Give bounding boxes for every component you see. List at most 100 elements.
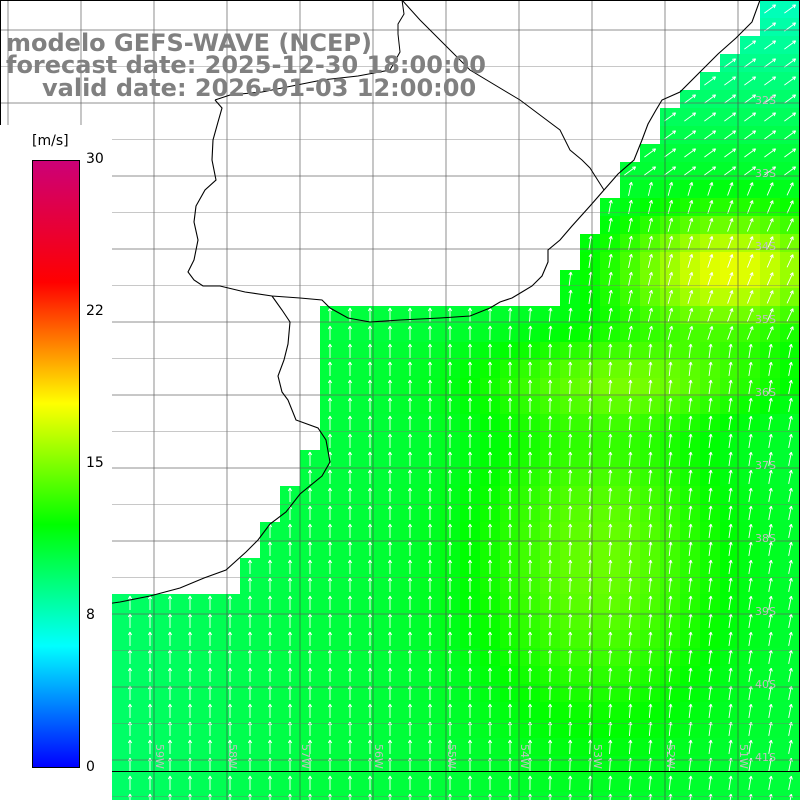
wind-arrow: [307, 613, 313, 628]
wind-arrow: [568, 667, 573, 683]
wind-arrow: [668, 559, 673, 575]
wind-arrow: [487, 577, 493, 592]
wind-arrow: [568, 505, 573, 521]
wind-arrow: [407, 757, 413, 772]
wind-arrow: [744, 94, 757, 104]
wind-arrow: [507, 541, 513, 556]
wind-arrow: [684, 94, 697, 104]
wind-arrow: [528, 307, 533, 323]
coastline: [187, 0, 761, 323]
wind-arrow: [588, 739, 593, 755]
wind-arrow: [708, 469, 713, 484]
wind-arrow: [527, 757, 533, 773]
longitude-label: 52W: [664, 744, 677, 769]
wind-arrow: [568, 343, 573, 359]
wind-arrow: [247, 631, 253, 646]
wind-arrow: [147, 703, 153, 718]
wind-arrow: [367, 343, 373, 358]
wind-arrow: [527, 577, 533, 593]
wind-arrow: [667, 325, 674, 340]
wind-arrow: [688, 685, 693, 701]
wind-arrow: [507, 361, 513, 376]
wind-arrow: [707, 254, 714, 268]
latitude-label: 33S: [755, 167, 776, 180]
wind-arrow: [207, 631, 213, 646]
wind-arrow: [668, 757, 673, 773]
wind-arrow: [708, 757, 713, 772]
wind-arrow: [527, 523, 533, 539]
wind-arrow: [487, 739, 493, 754]
wind-arrow: [628, 775, 633, 791]
wind-arrow: [768, 775, 773, 790]
wind-arrow: [588, 379, 593, 395]
wind-arrow: [307, 703, 313, 718]
wind-arrow: [707, 326, 714, 340]
wind-arrow: [307, 505, 313, 520]
latitude-label: 41S: [755, 751, 776, 764]
wind-arrow: [684, 112, 697, 122]
wind-arrow: [487, 469, 493, 484]
wind-arrow: [548, 541, 553, 557]
wind-arrow: [367, 541, 373, 556]
wind-arrow: [768, 739, 773, 754]
wind-arrow: [548, 775, 553, 791]
wind-arrow: [608, 433, 613, 449]
wind-arrow: [628, 739, 633, 755]
wind-arrow: [527, 487, 533, 503]
wind-arrow: [267, 631, 273, 646]
wind-arrow: [387, 739, 393, 754]
wind-arrow: [407, 487, 413, 502]
wind-arrow: [307, 541, 313, 556]
wind-arrow: [507, 631, 513, 646]
wind-arrow: [748, 739, 753, 754]
wind-arrow: [628, 217, 633, 232]
wind-arrow: [427, 541, 433, 556]
wind-arrow: [487, 667, 493, 682]
wind-arrow: [704, 112, 717, 122]
wind-arrow: [746, 236, 754, 250]
wind-arrow: [628, 397, 633, 413]
wind-arrow: [367, 523, 373, 538]
wind-arrow: [327, 379, 333, 394]
wind-arrow: [708, 451, 713, 466]
wind-arrow: [788, 685, 793, 700]
wind-arrow: [648, 775, 653, 791]
wind-arrow: [647, 307, 653, 322]
wind-arrow: [744, 40, 757, 50]
wind-arrow: [407, 559, 413, 574]
wind-arrow: [327, 559, 333, 574]
wind-arrow: [407, 469, 413, 484]
wind-arrow: [648, 541, 653, 557]
wind-arrow: [347, 487, 353, 502]
wind-arrow: [227, 739, 233, 754]
wind-arrow: [728, 487, 733, 502]
wind-arrow: [608, 217, 613, 232]
wind-arrow: [347, 631, 353, 646]
wind-arrow: [608, 505, 613, 521]
wind-arrow: [728, 739, 733, 754]
wind-arrow: [748, 613, 753, 628]
wind-arrow: [347, 541, 353, 556]
wind-arrow: [127, 739, 133, 754]
wind-arrow: [727, 236, 734, 250]
wind-arrow: [387, 541, 393, 556]
wind-arrow: [784, 40, 797, 50]
wind-arrow: [667, 181, 674, 196]
wind-arrow: [568, 415, 573, 431]
wind-arrow: [407, 541, 413, 556]
wind-arrow: [608, 397, 613, 413]
wind-arrow: [167, 685, 173, 700]
wind-arrow: [548, 667, 553, 683]
wind-arrow: [307, 685, 313, 700]
wind-arrow: [407, 451, 413, 466]
wind-arrow: [487, 559, 493, 574]
wind-arrow: [507, 739, 513, 754]
wind-arrow: [367, 757, 373, 772]
wind-arrow: [744, 166, 757, 176]
wind-arrow: [487, 775, 493, 790]
wind-arrow: [447, 379, 453, 394]
wind-arrow: [327, 523, 333, 538]
wind-arrow: [427, 613, 433, 628]
